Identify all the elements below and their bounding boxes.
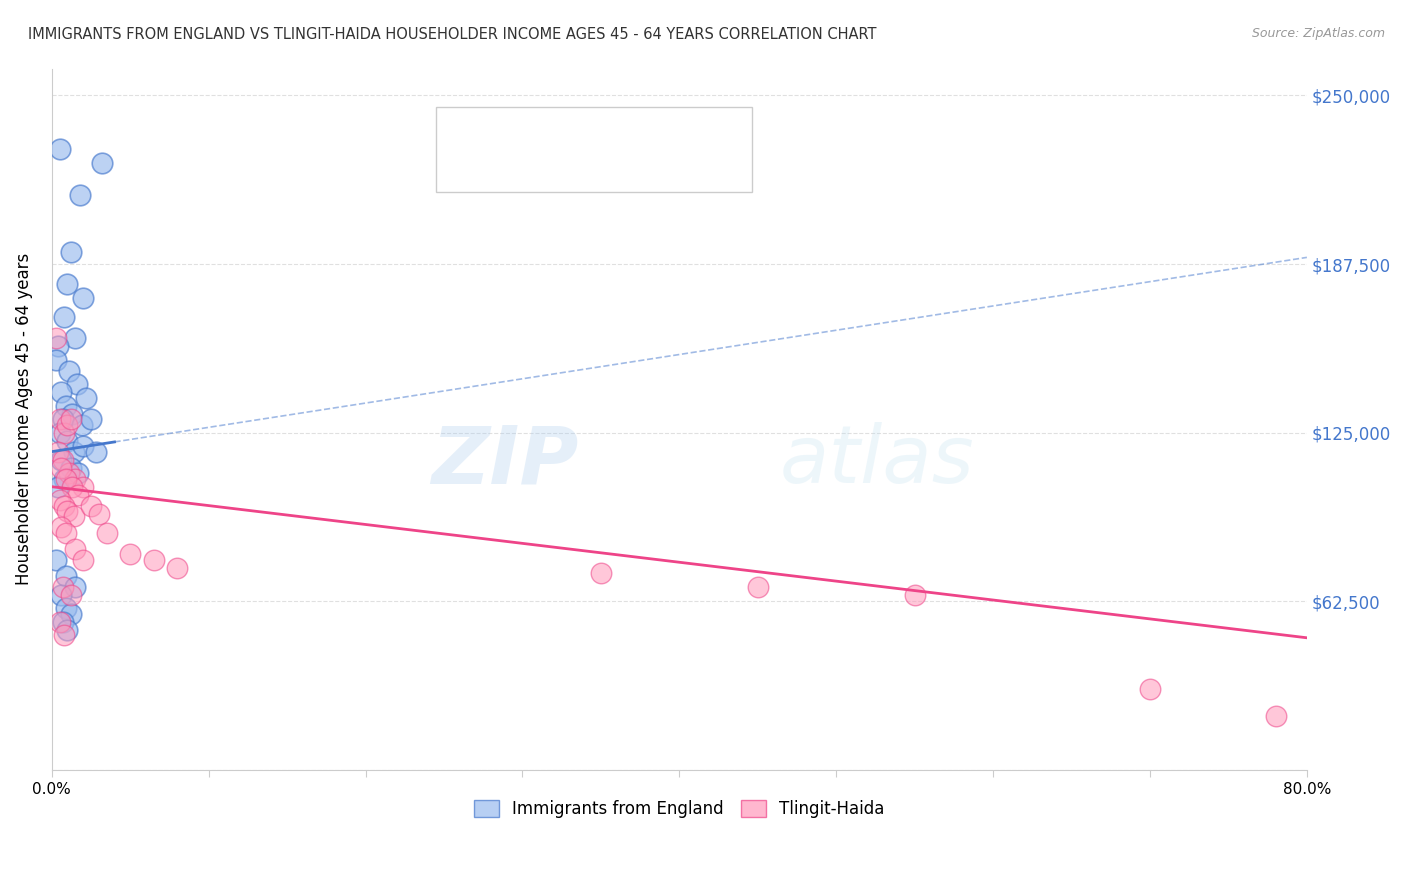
Point bbox=[84, 444, 107, 458]
Point bbox=[55, 525, 77, 540]
Point bbox=[52, 615, 75, 629]
Point bbox=[51, 588, 73, 602]
Point bbox=[56, 504, 79, 518]
Point bbox=[53, 628, 76, 642]
Point bbox=[72, 480, 94, 494]
Text: R = -0.402   N = 37: R = -0.402 N = 37 bbox=[492, 161, 665, 175]
Point bbox=[48, 493, 70, 508]
Point bbox=[55, 601, 77, 615]
Point bbox=[52, 580, 75, 594]
Point bbox=[1264, 709, 1286, 723]
Point bbox=[457, 161, 479, 175]
Point bbox=[56, 623, 79, 637]
Point bbox=[59, 412, 82, 426]
Point bbox=[65, 541, 87, 556]
Point bbox=[65, 331, 87, 345]
Text: R =   0.117   N = 37: R = 0.117 N = 37 bbox=[492, 127, 675, 141]
Point bbox=[59, 460, 82, 475]
Point bbox=[589, 566, 612, 580]
Point bbox=[52, 452, 75, 467]
Point bbox=[67, 467, 90, 481]
Point bbox=[72, 439, 94, 453]
Point bbox=[60, 407, 83, 421]
Point bbox=[59, 588, 82, 602]
Text: atlas: atlas bbox=[780, 422, 974, 500]
Text: ZIP: ZIP bbox=[432, 422, 579, 500]
Point bbox=[75, 391, 97, 405]
Point bbox=[72, 291, 94, 305]
Point bbox=[55, 472, 77, 486]
Point bbox=[48, 412, 70, 426]
Point bbox=[55, 568, 77, 582]
Point bbox=[58, 364, 80, 378]
Point bbox=[51, 520, 73, 534]
Point bbox=[53, 310, 76, 324]
Point bbox=[53, 472, 76, 486]
Point bbox=[60, 480, 83, 494]
Point bbox=[48, 425, 70, 440]
Point bbox=[52, 412, 75, 426]
Point bbox=[51, 460, 73, 475]
Point bbox=[46, 339, 69, 353]
Point bbox=[59, 607, 82, 621]
Point bbox=[904, 588, 927, 602]
Point bbox=[166, 560, 188, 574]
Y-axis label: Householder Income Ages 45 - 64 years: Householder Income Ages 45 - 64 years bbox=[15, 253, 32, 585]
Point bbox=[46, 480, 69, 494]
Point bbox=[59, 244, 82, 259]
Legend: Immigrants from England, Tlingit-Haida: Immigrants from England, Tlingit-Haida bbox=[467, 793, 891, 825]
Point bbox=[80, 412, 103, 426]
Point bbox=[72, 552, 94, 566]
Point bbox=[1139, 681, 1161, 696]
Point bbox=[747, 580, 769, 594]
Point bbox=[120, 547, 142, 561]
Point bbox=[65, 580, 87, 594]
Point bbox=[457, 126, 479, 140]
Point bbox=[48, 615, 70, 629]
Point bbox=[48, 143, 70, 157]
Text: IMMIGRANTS FROM ENGLAND VS TLINGIT-HAIDA HOUSEHOLDER INCOME AGES 45 - 64 YEARS C: IMMIGRANTS FROM ENGLAND VS TLINGIT-HAIDA… bbox=[28, 27, 876, 42]
Point bbox=[58, 467, 80, 481]
Point bbox=[45, 552, 67, 566]
Point bbox=[80, 499, 103, 513]
Point bbox=[96, 525, 118, 540]
Point bbox=[91, 156, 114, 170]
Point bbox=[62, 444, 84, 458]
Point bbox=[45, 352, 67, 367]
Point bbox=[66, 377, 89, 392]
Point bbox=[69, 188, 91, 202]
Point bbox=[51, 452, 73, 467]
Point bbox=[53, 425, 76, 440]
Point bbox=[56, 277, 79, 292]
Point bbox=[45, 331, 67, 345]
Point bbox=[62, 509, 84, 524]
Point bbox=[70, 417, 93, 432]
Point bbox=[67, 488, 90, 502]
Point bbox=[55, 399, 77, 413]
Point bbox=[56, 434, 79, 448]
Text: Source: ZipAtlas.com: Source: ZipAtlas.com bbox=[1251, 27, 1385, 40]
Point bbox=[46, 444, 69, 458]
Point bbox=[53, 499, 76, 513]
Point bbox=[51, 385, 73, 400]
Point bbox=[65, 472, 87, 486]
Point bbox=[142, 552, 165, 566]
Point bbox=[87, 507, 110, 521]
Point bbox=[56, 417, 79, 432]
